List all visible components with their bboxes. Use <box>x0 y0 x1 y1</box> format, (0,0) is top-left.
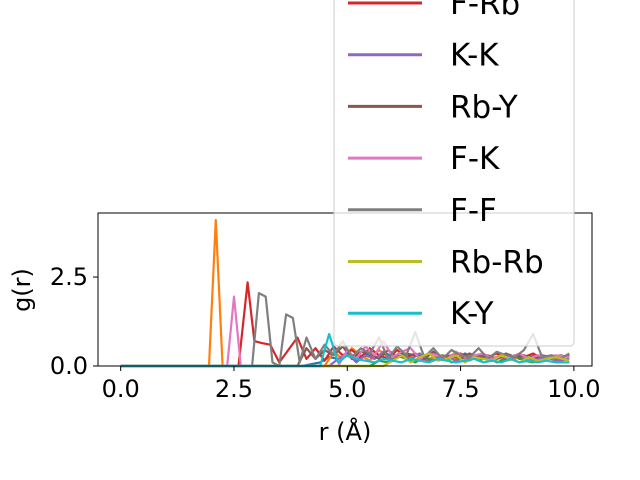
legend-frame <box>333 0 575 347</box>
legend-label: F-F <box>450 193 497 229</box>
x-tick-label: 2.5 <box>215 375 253 403</box>
x-tick-label: 5.0 <box>328 375 366 403</box>
y-tick-label: 0.0 <box>50 352 88 380</box>
series-line-10 <box>120 332 570 368</box>
x-tick-label: 0.0 <box>102 375 140 403</box>
x-axis-label: r (Å) <box>319 417 372 446</box>
legend-label: F-Rb <box>450 0 520 22</box>
y-axis-ticks: 0.0 2.5 <box>50 263 98 380</box>
legend-label: K-K <box>450 38 499 74</box>
y-axis-label: g(r) <box>8 268 36 312</box>
legend-label: F-K <box>450 141 500 177</box>
x-tick-label: 10.0 <box>547 375 600 403</box>
legend-label: Rb-Rb <box>450 245 544 281</box>
y-tick-label: 2.5 <box>50 263 88 291</box>
legend-label: K-Y <box>450 296 494 332</box>
legend-items: F-Rb K-K Rb-Y F-K F-F Rb-Rb K-Y <box>348 0 544 332</box>
legend-label: Rb-Y <box>450 89 518 125</box>
x-axis-ticks: 0.0 2.5 5.0 7.5 10.0 <box>102 366 601 403</box>
x-tick-label: 7.5 <box>441 375 479 403</box>
legend: F-Rb K-K Rb-Y F-K F-F Rb-Rb K-Y <box>333 0 575 347</box>
